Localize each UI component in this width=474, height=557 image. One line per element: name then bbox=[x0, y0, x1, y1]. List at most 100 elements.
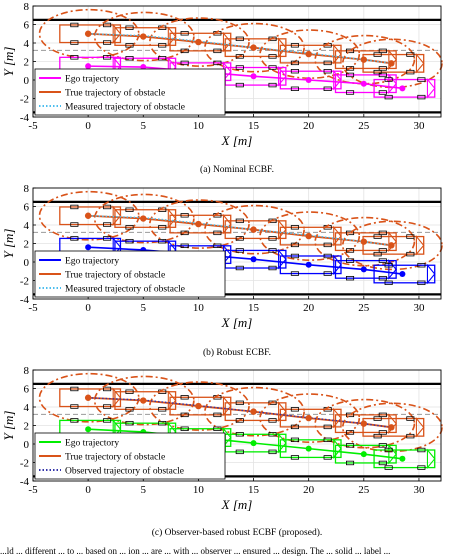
obstacle-vehicle bbox=[169, 213, 232, 236]
vehicle-wheel bbox=[125, 225, 134, 230]
ego-marker bbox=[399, 271, 406, 278]
y-tick-label: 2 bbox=[24, 57, 30, 69]
ego-vehicle bbox=[373, 263, 436, 286]
vehicle-wheel bbox=[406, 69, 415, 75]
vehicle-wheel bbox=[268, 418, 277, 423]
safety-ellipse bbox=[259, 29, 361, 79]
obstacle-vehicle bbox=[362, 52, 425, 75]
vehicle-wheel bbox=[268, 449, 277, 455]
ego-marker bbox=[140, 64, 147, 71]
chart-panel-1: -5 0 5 10 15 20 25 30 -4 -2 0 2 4 6 8 X [m] Y [m] Ego tra… bbox=[1, 1, 443, 148]
safety-ellipse bbox=[204, 386, 305, 437]
vehicle-wheel bbox=[346, 72, 355, 78]
legend: Ego trajectory True trajectory of obstacl… bbox=[34, 68, 226, 116]
vehicle-wheel bbox=[406, 433, 415, 439]
y-tick-label: -4 bbox=[20, 294, 30, 306]
vehicle-wheel bbox=[213, 243, 222, 249]
obstacle-marker bbox=[140, 33, 147, 40]
y-tick-label: 4 bbox=[24, 220, 30, 232]
vehicle-wheel bbox=[103, 236, 112, 241]
safety-ellipse bbox=[204, 204, 305, 255]
vehicle-wheel bbox=[158, 420, 167, 426]
x-tick-label: 5 bbox=[141, 120, 147, 132]
legend-entry: True trajectory of obstacle bbox=[65, 88, 165, 99]
vehicle-wheel bbox=[384, 94, 393, 100]
vehicle-wheel bbox=[290, 69, 299, 74]
ego-marker bbox=[250, 440, 257, 447]
vehicle-wheel bbox=[378, 258, 387, 263]
ego-vehicle bbox=[334, 258, 397, 281]
vehicle-wheel bbox=[346, 66, 355, 71]
vehicle-wheel bbox=[235, 400, 244, 406]
obstacle-vehicle bbox=[279, 407, 342, 430]
x-tick-label: 15 bbox=[248, 484, 260, 496]
y-tick-label: 2 bbox=[24, 239, 30, 251]
ego-marker bbox=[360, 451, 367, 458]
vehicle-wheel bbox=[180, 48, 189, 54]
vehicle-wheel bbox=[290, 253, 299, 259]
safety-ellipse bbox=[93, 375, 195, 426]
y-tick-label: 8 bbox=[24, 183, 30, 195]
obstacle-vehicle bbox=[59, 22, 122, 45]
ego-marker bbox=[399, 85, 406, 92]
legend-entry: True trajectory of obstacle bbox=[65, 270, 165, 281]
vehicle-wheel bbox=[180, 60, 189, 66]
vehicle-wheel bbox=[406, 416, 415, 421]
vehicle-wheel bbox=[417, 263, 426, 268]
vehicle-wheel bbox=[268, 265, 277, 271]
vehicle-wheel bbox=[323, 271, 332, 276]
legend-entry: Measured trajectory of obstacle bbox=[65, 102, 185, 113]
vehicle-front bbox=[222, 31, 232, 53]
ego-marker bbox=[85, 244, 92, 251]
vehicle-wheel bbox=[70, 22, 79, 28]
vehicle-wheel bbox=[323, 242, 332, 248]
vehicle-wheel bbox=[235, 36, 244, 42]
vehicle-wheel bbox=[158, 225, 167, 230]
y-tick-label: 2 bbox=[24, 421, 30, 433]
vehicle-front bbox=[167, 26, 177, 47]
x-axis-label: X [m] bbox=[221, 315, 253, 330]
obstacle-marker bbox=[250, 408, 257, 415]
vehicle-wheel bbox=[290, 271, 299, 276]
vehicle-wheel bbox=[213, 412, 222, 418]
y-tick-label: 0 bbox=[24, 75, 30, 87]
vehicle-wheel bbox=[268, 82, 277, 88]
vehicle-wheel bbox=[378, 230, 387, 236]
vehicle-wheel bbox=[290, 437, 299, 443]
ego-vehicle bbox=[373, 77, 436, 100]
safety-ellipse bbox=[148, 17, 250, 67]
caption-a: (a) Nominal ECBF. bbox=[200, 165, 274, 175]
y-axis-label: Y [m] bbox=[1, 411, 16, 441]
x-tick-label: -5 bbox=[28, 120, 38, 132]
vehicle-wheel bbox=[103, 40, 112, 45]
vehicle-wheel bbox=[346, 230, 355, 236]
y-tick-label: -2 bbox=[20, 94, 29, 106]
vehicle-wheel bbox=[290, 43, 299, 48]
vehicle-wheel bbox=[158, 56, 167, 61]
vehicle-wheel bbox=[268, 65, 277, 70]
vehicle-wheel bbox=[384, 465, 393, 470]
obstacle-marker bbox=[388, 424, 395, 431]
vehicle-front bbox=[222, 213, 232, 235]
safety-ellipse bbox=[259, 211, 361, 261]
vehicle-front bbox=[278, 432, 287, 454]
x-tick-label: 20 bbox=[303, 120, 315, 132]
vehicle-wheel bbox=[213, 48, 222, 54]
ego-marker bbox=[85, 426, 92, 433]
vehicle-front bbox=[278, 401, 287, 422]
vehicle-wheel bbox=[125, 407, 134, 412]
vehicle-wheel bbox=[103, 418, 112, 423]
vehicle-wheel bbox=[290, 86, 299, 91]
vehicle-wheel bbox=[235, 236, 244, 241]
vehicle-wheel bbox=[378, 460, 387, 466]
vehicle-wheel bbox=[417, 280, 426, 286]
x-tick-label: 0 bbox=[85, 120, 91, 132]
ego-marker bbox=[360, 266, 367, 273]
x-tick-label: 25 bbox=[358, 120, 370, 132]
vehicle-wheel bbox=[378, 90, 387, 95]
vehicle-wheel bbox=[346, 258, 355, 263]
vehicle-wheel bbox=[268, 36, 277, 42]
vehicle-wheel bbox=[70, 404, 79, 409]
obstacle-vehicle bbox=[114, 25, 177, 48]
